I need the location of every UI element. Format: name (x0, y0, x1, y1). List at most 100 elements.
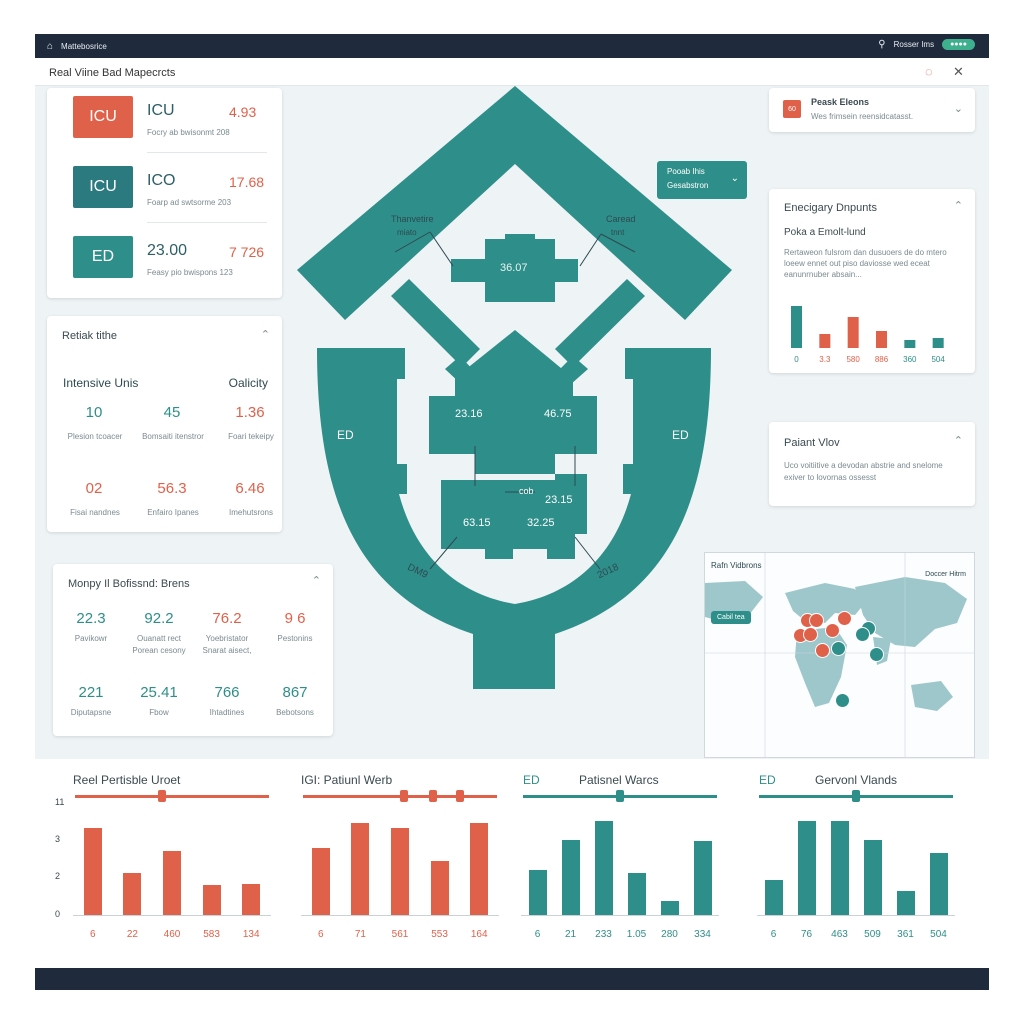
month-value: 766 (214, 684, 240, 701)
chart-bar[interactable] (797, 821, 816, 915)
map-marker[interactable] (835, 693, 850, 708)
range-slider-handle[interactable] (456, 790, 465, 802)
emergency-bar (791, 306, 802, 348)
chart-bar[interactable] (391, 827, 409, 915)
month-label: Ihtadtines (209, 708, 245, 717)
x-tick-label: 134 (242, 929, 260, 940)
brand[interactable]: ⌂ Mattebosrice (47, 41, 107, 52)
help-circle-icon[interactable]: ◌ (925, 64, 933, 79)
label-bottom-right-val: 32.25 (527, 517, 555, 529)
unit-sub: Foarp ad swtsorme 203 (147, 198, 232, 207)
connector-right (523, 356, 588, 416)
chevron-up-icon[interactable]: ⌃ (260, 329, 270, 341)
unit-summary-card: ICU ICU 4.93 Focry ab bwisonmt 208 ICU ICO 17.… (47, 88, 282, 298)
connector-left (445, 356, 507, 416)
month-label: Pestonins (277, 634, 313, 643)
world-map[interactable]: Rafn Vidbrons Doccer Hitrm Cabil tea (704, 552, 975, 758)
unit-badge[interactable]: ED (73, 236, 133, 278)
month-value: 221 (78, 684, 104, 701)
chart-bar[interactable] (242, 884, 261, 915)
chart-bar[interactable] (627, 873, 646, 915)
chevron-up-icon[interactable]: ⌃ (953, 200, 963, 212)
chart-bar[interactable] (693, 841, 712, 915)
unit-badge[interactable]: ICU (73, 166, 133, 208)
map-marker[interactable] (855, 627, 870, 642)
month-label: Ouanatt rect (136, 634, 182, 643)
chevron-up-icon[interactable]: ⌃ (311, 575, 321, 587)
unit-name: ICO (147, 172, 176, 189)
chart-bar[interactable] (660, 901, 679, 915)
chart-bar[interactable] (830, 821, 849, 915)
map-marker[interactable] (825, 623, 840, 638)
chart-bar[interactable] (561, 840, 580, 915)
corridor-right (555, 279, 645, 367)
chart-bar[interactable] (764, 880, 783, 915)
chart-bar[interactable] (470, 823, 489, 915)
stat-label: Bomsaiti itenstror (142, 432, 204, 441)
chart-bar[interactable] (896, 891, 915, 915)
range-slider-handle[interactable] (428, 790, 437, 802)
chart-bar[interactable] (83, 827, 102, 915)
search-icon[interactable]: ⚲ (878, 39, 886, 50)
chevron-down-icon: ⌄ (730, 173, 739, 184)
chart-bar[interactable] (202, 885, 221, 915)
floor-dropdown[interactable]: Pooab Ihis Gesabstron ⌄ (657, 161, 747, 199)
range-slider-handle[interactable] (399, 790, 408, 802)
emergency-tick: 3.3 (819, 355, 831, 364)
emergency-subtitle: Poka a Emolt-lund (784, 227, 866, 238)
x-tick-label: 1.05 (626, 929, 647, 940)
x-tick-label: 504 (930, 929, 947, 940)
chevron-down-icon[interactable]: ⌄ (953, 103, 963, 115)
emergency-tick: 580 (846, 355, 860, 364)
chart-bar[interactable] (163, 851, 181, 915)
label-top-right-sub: tnnt (611, 228, 625, 237)
month-value: 25.41 (140, 684, 178, 701)
emergency-bar (876, 331, 887, 348)
x-axis-line (521, 915, 719, 916)
chart-bar[interactable] (528, 869, 547, 915)
close-icon[interactable]: ✕ (953, 64, 964, 79)
month-label-2: Porean cesony (132, 646, 186, 655)
floor-dropdown-line2: Gesabstron (667, 181, 709, 190)
peak-title: Peask Eleons (811, 97, 870, 107)
range-slider-handle[interactable] (852, 790, 860, 802)
map-marker[interactable] (837, 611, 852, 626)
map-marker[interactable] (869, 647, 884, 662)
range-slider-handle[interactable] (158, 790, 167, 802)
stat-label: Enfairo Ipanes (147, 508, 199, 517)
range-slider-track[interactable] (75, 795, 269, 798)
map-marker[interactable] (803, 627, 818, 642)
chart-bar[interactable] (594, 821, 613, 915)
chart-bar[interactable] (311, 847, 330, 915)
roof-shape (297, 86, 732, 320)
chevron-up-icon[interactable]: ⌃ (953, 435, 963, 447)
label-arc-right: 2018 (595, 561, 621, 582)
month-label: Pavikowr (74, 634, 108, 643)
chart-bar[interactable] (430, 861, 449, 915)
chart-bar[interactable] (123, 873, 142, 915)
chart-bar[interactable] (863, 840, 882, 915)
chart-title: Reel Pertisble Uroet (73, 773, 181, 787)
chart-title: Gervonl Vlands (815, 773, 898, 787)
label-ed-right: ED (672, 428, 689, 442)
stat-value: 45 (163, 404, 181, 421)
chart-bar[interactable] (351, 823, 370, 915)
status-pill[interactable]: ●●●● (942, 39, 975, 50)
x-tick-label: 583 (203, 929, 220, 940)
stat-label: Foari tekeipy (228, 432, 274, 441)
map-marker[interactable] (815, 643, 830, 658)
user-name[interactable]: Rosser Ims (893, 40, 935, 49)
range-slider-handle[interactable] (616, 790, 624, 802)
emergency-bar-chart: 0 3.3 580 886 360 504 (791, 306, 945, 364)
map-marker[interactable] (809, 613, 824, 628)
map-tag[interactable]: Cabil tea (711, 611, 751, 624)
map-marker[interactable] (831, 641, 846, 656)
month-value: 76.2 (212, 610, 242, 627)
y-tick-label: 11 (55, 797, 65, 807)
unit-badge[interactable]: ICU (73, 96, 133, 138)
patient-title: Paiant Vlov (784, 437, 840, 449)
y-tick-label: 0 (55, 909, 61, 919)
chart-bar[interactable] (929, 853, 948, 915)
chart-prefix: ED (523, 773, 540, 787)
stat-value: 56.3 (157, 480, 187, 497)
